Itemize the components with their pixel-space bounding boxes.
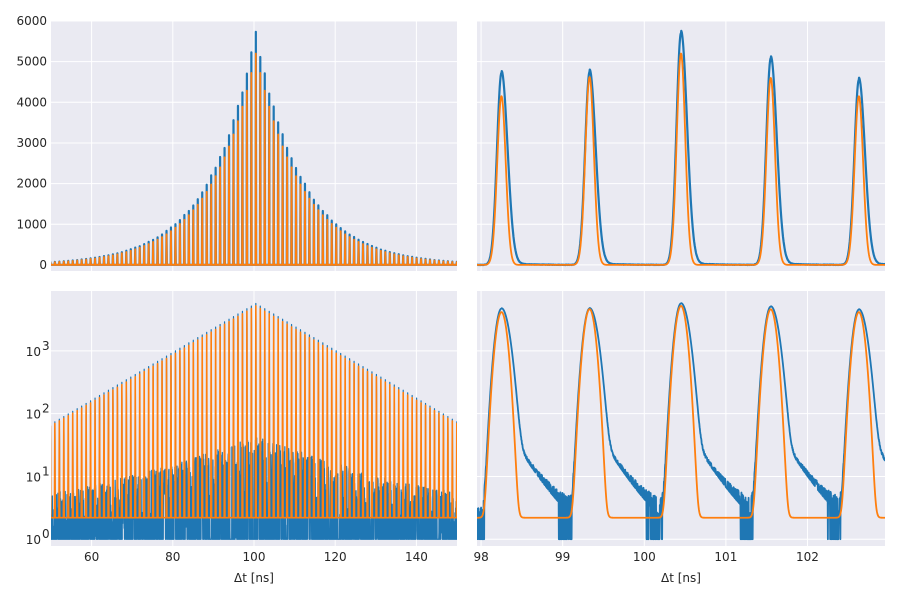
y-tick-label: 3000 xyxy=(16,136,47,150)
y-tick-label: 10 xyxy=(26,533,41,547)
x-tick-label: 102 xyxy=(796,550,819,564)
y-tick-label: 10 xyxy=(26,345,41,359)
series-line-measured xyxy=(51,302,457,540)
panel-bottom-right-series xyxy=(477,302,885,541)
panel-bottom-right-background xyxy=(477,291,885,546)
x-tick-label: 98 xyxy=(473,550,488,564)
y-tick-label: 0 xyxy=(39,258,47,272)
x-tick-label: 60 xyxy=(84,550,99,564)
y-tick-exponent: 0 xyxy=(42,527,50,541)
x-tick-label: 80 xyxy=(165,550,180,564)
panel-bottom-right-x-axis-label: Δt [ns] xyxy=(661,571,701,585)
series-line-model xyxy=(477,52,885,266)
x-tick-label: 101 xyxy=(714,550,737,564)
y-tick-label: 2000 xyxy=(16,177,47,191)
y-tick-exponent: 2 xyxy=(42,402,50,416)
series-line-measured xyxy=(477,302,885,541)
series-line-model xyxy=(477,305,885,519)
panel-top-left-grid xyxy=(51,20,457,271)
y-tick-exponent: 3 xyxy=(42,339,50,353)
y-tick-exponent: 1 xyxy=(42,464,50,478)
series-line-model xyxy=(51,305,457,519)
y-tick-label: 5000 xyxy=(16,55,47,69)
panel-top-right-series xyxy=(477,29,885,267)
y-tick-label: 10 xyxy=(26,470,41,484)
panel-top-right-background xyxy=(477,21,885,271)
panel-bottom-left-x-axis-label: Δt [ns] xyxy=(234,571,274,585)
x-tick-label: 120 xyxy=(324,550,347,564)
panel-bottom-right: 98 99 100 101 102 Δt [ns] xyxy=(473,291,885,585)
x-tick-label: 100 xyxy=(243,550,266,564)
y-tick-label: 6000 xyxy=(16,14,47,28)
panel-top-left-series xyxy=(51,30,457,266)
y-tick-label: 4000 xyxy=(16,95,47,109)
y-tick-label: 1000 xyxy=(16,217,47,231)
panel-bottom-right-ticks: 98 99 100 101 102 xyxy=(473,550,818,564)
panel-top-left: 0 1000 2000 3000 4000 5000 6000 xyxy=(16,14,457,272)
x-tick-label: 100 xyxy=(633,550,656,564)
x-tick-label: 99 xyxy=(555,550,570,564)
x-tick-label: 140 xyxy=(405,550,428,564)
panel-top-right xyxy=(477,20,885,271)
panel-top-left-ticks: 0 1000 2000 3000 4000 5000 6000 xyxy=(16,14,47,272)
panel-bottom-left-series xyxy=(51,302,457,540)
y-tick-label: 10 xyxy=(26,408,41,422)
series-line-model xyxy=(51,52,457,266)
